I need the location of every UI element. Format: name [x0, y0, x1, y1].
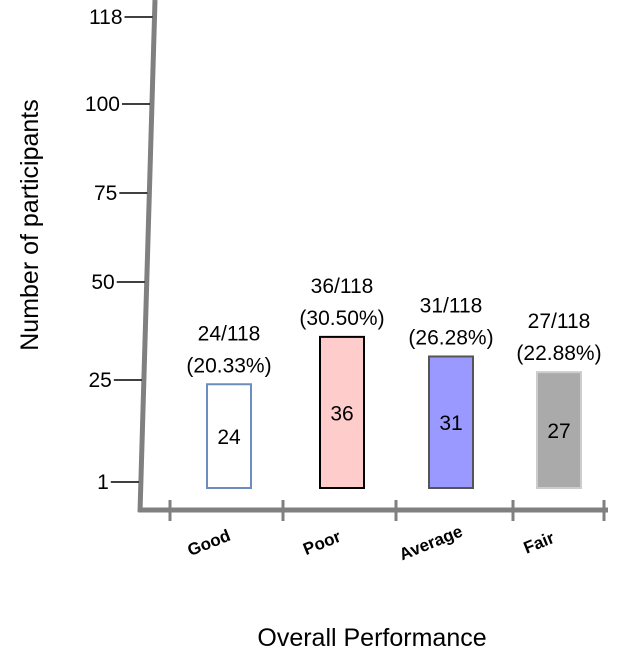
- y-tick-label: 75: [94, 182, 117, 205]
- bar-percent-label: (26.28%): [408, 326, 493, 349]
- y-axis-line: [137, 0, 158, 513]
- bar-poor: [319, 335, 365, 489]
- y-tick-label: 100: [85, 93, 120, 116]
- y-tick-label: 50: [91, 271, 114, 294]
- bar-percent-label: (20.33%): [186, 354, 271, 377]
- x-category-label: Poor: [300, 527, 343, 559]
- x-category-label: Average: [397, 522, 466, 565]
- y-tick-label: 118: [89, 6, 122, 29]
- bar-percent-label: (22.88%): [516, 342, 601, 365]
- y-ticks: 1 25 50 75 100 118: [85, 6, 153, 494]
- x-category-label: Fair: [521, 528, 557, 557]
- bar-good: [206, 383, 252, 489]
- bar-value-label: 36: [330, 402, 353, 425]
- x-category-label: Good: [185, 526, 233, 560]
- bar-average: [428, 355, 474, 490]
- y-tick-label: 1: [97, 471, 109, 494]
- bar-value-label: 31: [439, 412, 462, 435]
- bars: [206, 335, 582, 490]
- y-tick-label: 25: [88, 369, 111, 392]
- axes: [137, 0, 608, 521]
- bar-value-label: 27: [547, 420, 570, 443]
- bar-fraction-label: 36/118: [311, 275, 374, 298]
- y-axis-title: Number of participants: [16, 99, 44, 351]
- x-axis-title: Overall Performance: [257, 624, 486, 652]
- bar-value-label: 24: [217, 426, 241, 449]
- bar-fraction-label: 31/118: [420, 294, 483, 317]
- bar-fraction-label: 24/118: [198, 322, 261, 345]
- bar-fair: [536, 371, 582, 489]
- bar-percent-label: (30.50%): [299, 307, 384, 330]
- bar-fraction-label: 27/118: [528, 310, 591, 333]
